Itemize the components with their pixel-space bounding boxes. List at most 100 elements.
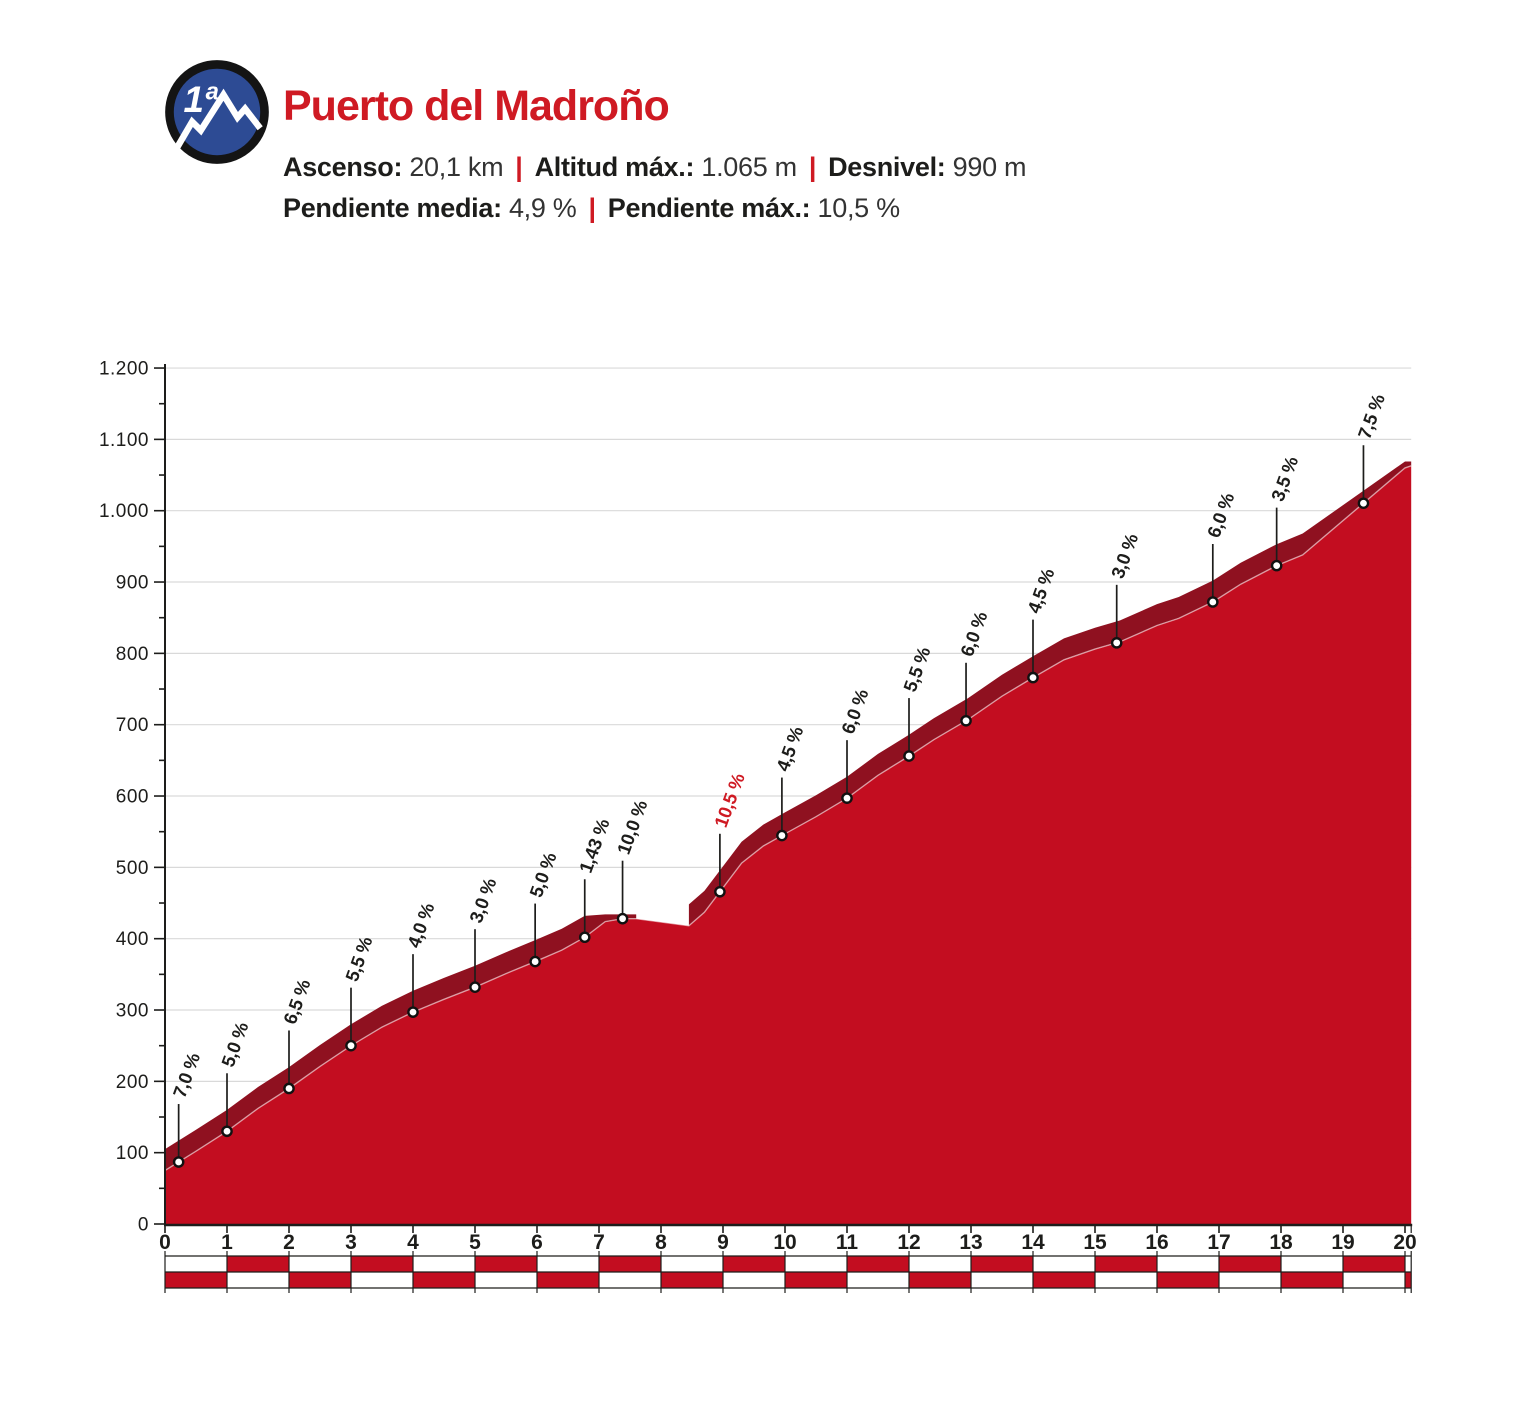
gradient-label: 5,5 % — [899, 644, 934, 694]
km-checkerboard — [164, 1251, 1412, 1293]
stats-line-2: Pendiente media: 4,9 % | Pendiente máx.: 1… — [283, 193, 900, 224]
gradient-dot — [529, 955, 541, 968]
y-axis-tick-label: 700 — [116, 715, 149, 736]
x-axis-tick-label: 18 — [1269, 1231, 1293, 1254]
header: 1ª Puerto del Madroño Ascenso: 20,1 km | A… — [0, 0, 1533, 260]
gradient-label: 3,0 % — [1107, 531, 1142, 581]
gradient-label: 1,43 % — [575, 816, 614, 876]
x-axis-tick-label: 13 — [959, 1231, 982, 1254]
profile-area — [165, 465, 1412, 1224]
y-axis-tick-label: 600 — [116, 787, 149, 808]
stat-label: Altitud máx.: — [534, 152, 702, 182]
x-axis-tick-label: 16 — [1145, 1231, 1168, 1254]
y-axis-tick-label: 900 — [116, 573, 149, 594]
stat-label: Pendiente máx.: — [607, 193, 818, 223]
gradient-dot — [221, 1125, 233, 1138]
x-axis-tick-label: 19 — [1331, 1231, 1354, 1254]
y-axis: 0 100 200 300 400 500 600 700 800 900 1.000 1.100 1.… — [99, 359, 166, 1236]
gradient-dot — [1110, 637, 1123, 649]
y-axis-tick-label: 1.200 — [99, 359, 149, 380]
x-axis-tick-label: 8 — [655, 1231, 667, 1254]
gradient-dot — [841, 792, 853, 804]
climb-title: Puerto del Madroño — [283, 82, 670, 130]
x-axis-tick-label: 3 — [345, 1231, 357, 1254]
gradient-label: 6,0 % — [956, 609, 991, 659]
stat-value: 4,9 % — [508, 193, 577, 223]
mountain-icon — [174, 88, 263, 150]
gradient-dot — [1270, 559, 1283, 572]
stat-value: 20,1 km — [409, 152, 504, 182]
gradient-dot — [714, 885, 726, 898]
gradient-label: 5,5 % — [341, 934, 376, 984]
gradient-label: 3,0 % — [465, 875, 500, 925]
stat-separator: | — [515, 152, 523, 182]
y-axis-tick-label: 800 — [116, 644, 149, 665]
x-axis-tick-label: 10 — [773, 1231, 796, 1254]
gradient-dot — [172, 1156, 185, 1168]
gradient-label: 5,0 % — [525, 850, 560, 900]
gradient-label: 10,5 % — [710, 771, 749, 831]
stat-value: 1.065 m — [701, 152, 797, 182]
x-axis-tick-label: 4 — [407, 1231, 419, 1254]
stat-label: Pendiente media: — [283, 193, 509, 223]
y-axis-tick-label: 1.000 — [99, 501, 149, 522]
gradient-dot — [903, 750, 915, 762]
y-axis-tick-label: 500 — [116, 858, 149, 879]
x-axis-tick-label: 11 — [836, 1231, 859, 1254]
x-axis-tick-label: 14 — [1021, 1231, 1045, 1254]
gradient-label: 7,5 % — [1354, 391, 1389, 441]
gradient-dot — [469, 981, 481, 993]
gradient-label: 3,5 % — [1267, 454, 1302, 504]
x-axis-tick-label: 20 — [1393, 1231, 1416, 1254]
x-axis-tick-label: 17 — [1207, 1231, 1230, 1254]
y-axis-tick-label: 1.100 — [99, 430, 149, 451]
y-axis-tick-label: 0 — [138, 1215, 149, 1236]
x-axis-tick-label: 9 — [717, 1231, 729, 1254]
x-axis: 0 1 2 3 4 5 6 7 8 9 10 11 12 13 14 15 16 17 18 19 20 — [159, 1223, 1417, 1254]
gradient-marker: 10,0 % — [613, 797, 652, 925]
gradient-label: 6,0 % — [1203, 490, 1238, 540]
stat-value: 990 m — [952, 152, 1027, 182]
gradient-label: 5,0 % — [217, 1019, 252, 1069]
stat-value: 10,5 % — [817, 193, 901, 223]
x-axis-tick-label: 0 — [159, 1231, 171, 1254]
gradient-dot — [960, 714, 972, 727]
gradient-label: 10,0 % — [613, 797, 652, 857]
gradient-label: 4,0 % — [403, 900, 438, 950]
x-axis-tick-label: 1 — [221, 1231, 233, 1254]
x-axis-tick-label: 7 — [593, 1231, 605, 1254]
gradient-dot — [283, 1082, 295, 1095]
gradient-dot — [616, 912, 629, 925]
x-axis-tick-label: 15 — [1083, 1231, 1107, 1254]
gradient-dot — [1207, 596, 1219, 608]
gradient-label: 4,5 % — [772, 724, 807, 774]
y-axis-tick-label: 400 — [116, 929, 149, 950]
stat-label: Ascenso: — [283, 152, 410, 182]
x-axis-tick-label: 12 — [897, 1231, 920, 1254]
gradient-label: 4,5 % — [1023, 566, 1058, 616]
y-axis-tick-label: 200 — [116, 1072, 149, 1093]
x-axis-tick-label: 6 — [531, 1231, 543, 1254]
stats-line-1: Ascenso: 20,1 km | Altitud máx.: 1.065 m | D… — [283, 152, 1027, 183]
gradient-dot — [776, 829, 788, 842]
badge-circle — [165, 60, 269, 164]
y-axis-tick-label: 100 — [116, 1143, 149, 1164]
profile-front-line — [164, 465, 1412, 1172]
x-axis-tick-label: 5 — [469, 1231, 481, 1254]
gradient-dot — [407, 1006, 419, 1018]
gradient-dot — [578, 931, 591, 944]
stat-separator: | — [808, 152, 817, 182]
gradient-dot — [345, 1039, 357, 1052]
profile-band — [165, 461, 1412, 1171]
gradient-label: 7,0 % — [169, 1050, 204, 1100]
x-axis-tick-label: 2 — [283, 1231, 295, 1254]
y-axis-tick-label: 300 — [116, 1001, 149, 1022]
gradient-label: 6,5 % — [279, 977, 314, 1027]
stat-label: Desnivel: — [828, 152, 953, 182]
stat-separator: | — [588, 193, 597, 223]
category-1a-badge: 1ª — [165, 60, 269, 164]
gradient-dot — [1027, 671, 1039, 684]
gradient-label: 6,0 % — [837, 686, 872, 736]
